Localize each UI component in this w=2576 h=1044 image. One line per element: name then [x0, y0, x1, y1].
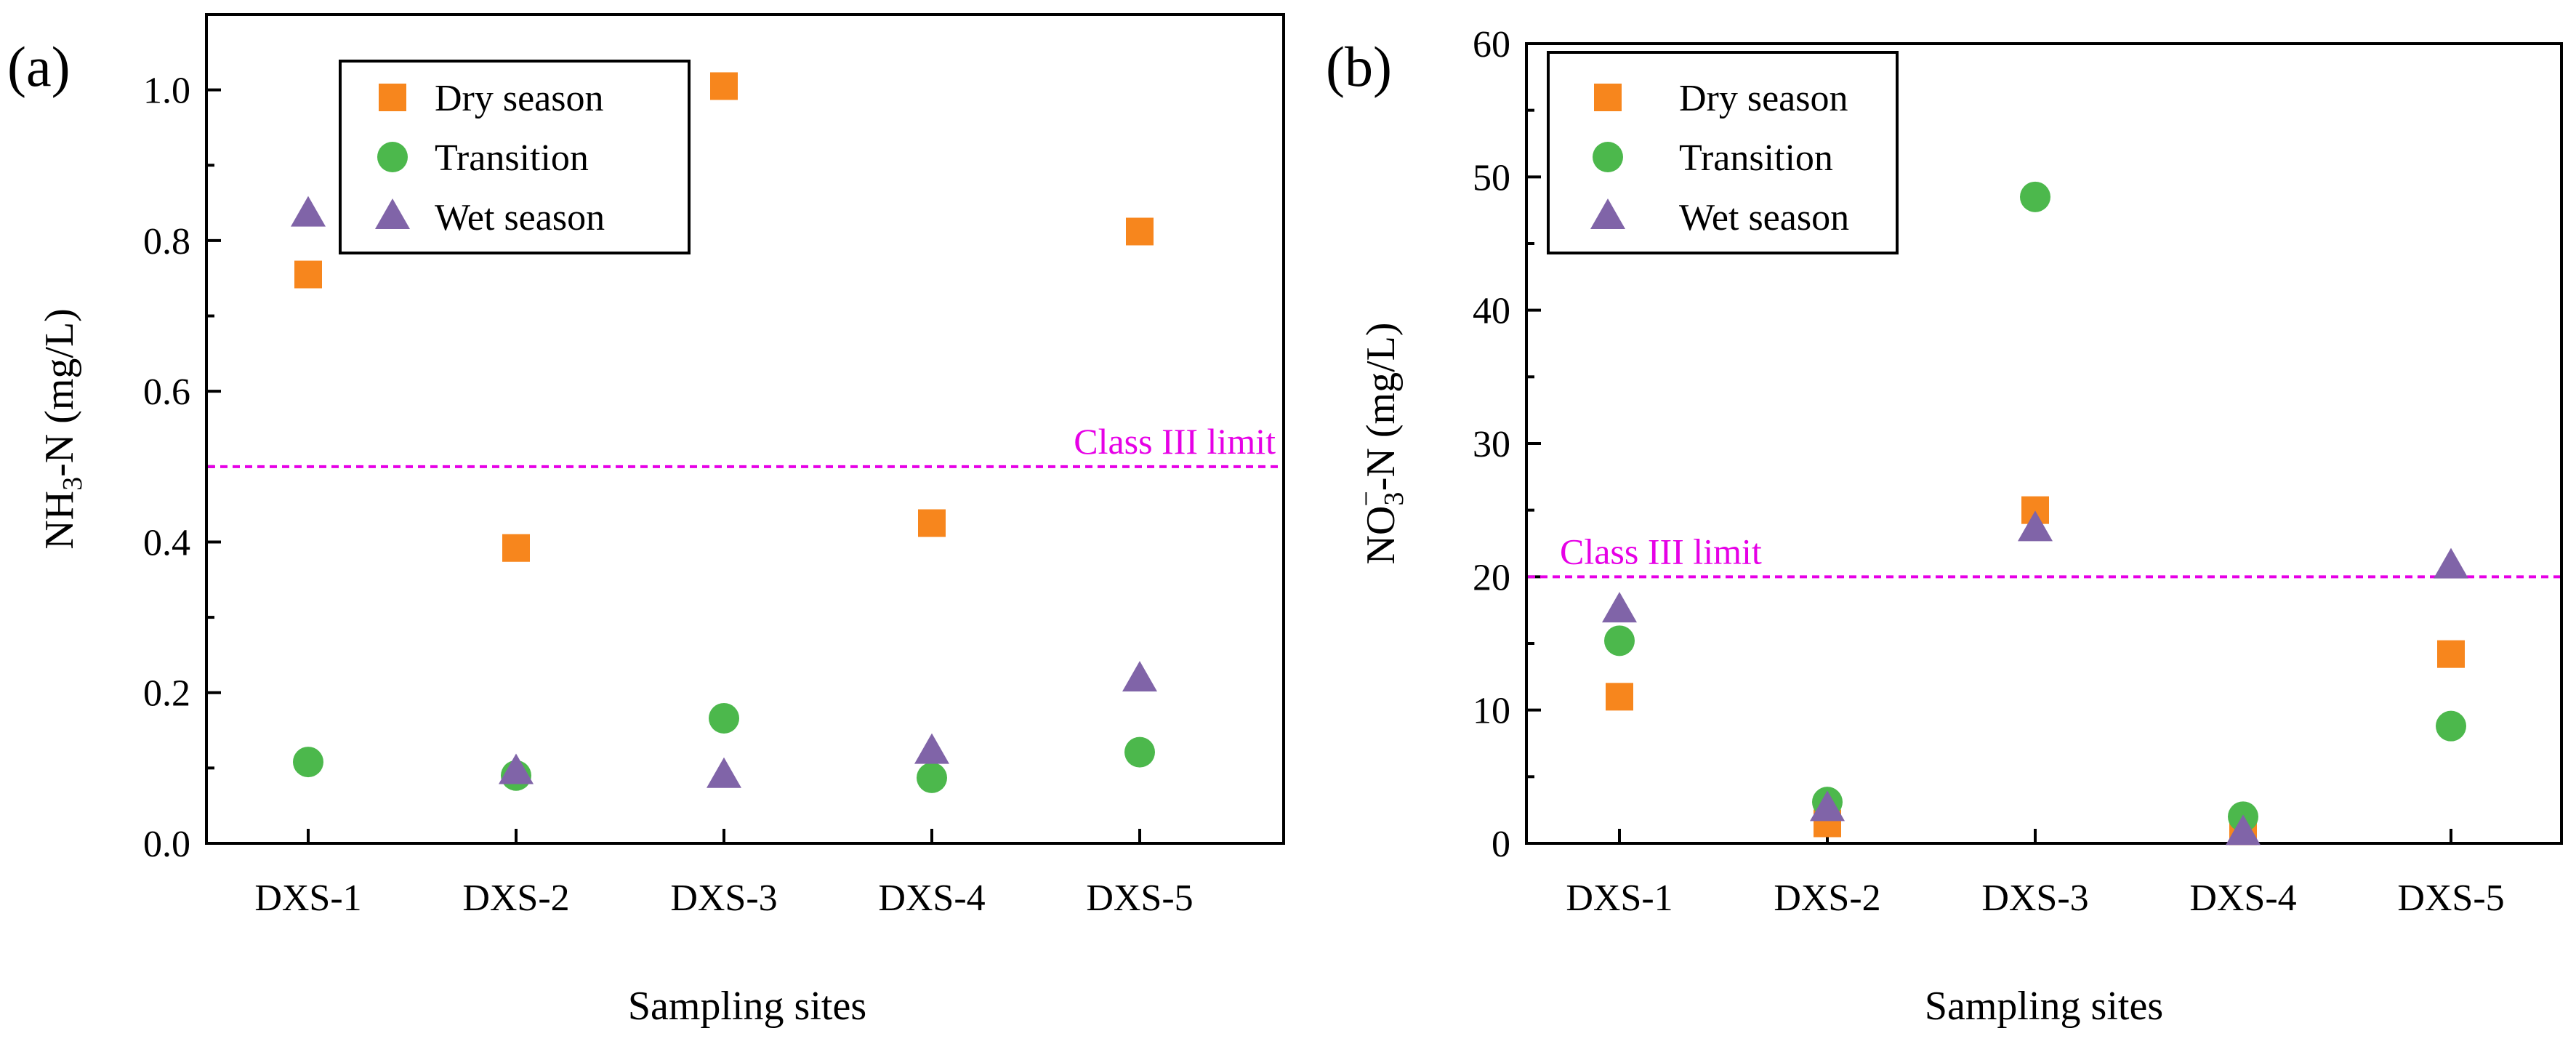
legend-dry-marker: [379, 84, 406, 111]
y-tick-label: 50: [1473, 157, 1510, 198]
panel-b-legend: Dry season Transition Wet season: [1547, 51, 1899, 254]
dry-season-point-dxs-1: [294, 260, 322, 289]
wet-season-point-dxs-3: [707, 757, 741, 788]
legend-transition-label: Transition: [435, 137, 589, 179]
y-tick-label: 1.0: [143, 71, 190, 112]
y-tick-label: 0.6: [143, 372, 190, 413]
dry-season-point-dxs-5: [2437, 640, 2465, 668]
dry-season-point-dxs-1: [1606, 683, 1633, 711]
panel-a-legend: Dry season Transition Wet season: [339, 60, 691, 254]
transition-season-point-dxs-4: [917, 762, 947, 793]
x-tick-label: DXS-5: [1086, 878, 1193, 919]
wet-season-point-dxs-1: [291, 196, 326, 227]
y-tick-label: 30: [1473, 424, 1510, 465]
panel-a-data-points: [291, 72, 1157, 793]
dry-season-point-dxs-5: [1126, 217, 1154, 246]
y-tick-label: 20: [1473, 557, 1510, 598]
x-tick-label: DXS-3: [670, 878, 777, 919]
y-tick-label: 0.2: [143, 673, 190, 715]
x-tick-label: DXS-1: [1566, 878, 1673, 919]
panel-a-legend-box: [339, 60, 691, 254]
y-tick-label: 40: [1473, 291, 1510, 332]
panel-a-y-axis: 0.0 0.2 0.4 0.6 0.8 1.0: [143, 13, 221, 865]
x-tick-label: DXS-4: [878, 878, 985, 919]
panel-b-label: (b): [1326, 35, 1392, 98]
x-tick-label: DXS-2: [1774, 878, 1880, 919]
legend-transition-label: Transition: [1679, 137, 1833, 179]
dry-season-point-dxs-3: [710, 72, 738, 100]
dry-season-point-dxs-4: [918, 509, 946, 537]
legend-dry-label: Dry season: [435, 78, 604, 119]
panel-a-y-axis-title: NH3-N (mg/L): [37, 308, 88, 550]
panel-a-class-iii-limit-label: Class III limit: [1074, 421, 1276, 462]
y-tick-label: 10: [1473, 691, 1510, 732]
legend-dry-marker: [1594, 84, 1622, 111]
panel-b-x-axis: DXS-1 DXS-2 DXS-3 DXS-4 DXS-5: [1566, 829, 2505, 919]
panel-a-label: (a): [7, 35, 71, 98]
panel-a-plot-frame: [205, 13, 1285, 845]
transition-season-point-dxs-3: [2020, 181, 2050, 212]
x-tick-label: DXS-4: [2189, 878, 2296, 919]
panel-a-chart: (a) 0.00.20.40.60.81.0 DXS-1 DXS-2 DXS-3 DX…: [7, 13, 1285, 1029]
y-tick-label: 0.0: [143, 824, 190, 865]
x-tick-label: DXS-3: [1981, 878, 2088, 919]
legend-wet-marker: [375, 198, 410, 229]
wet-season-point-dxs-2: [1810, 790, 1845, 822]
panel-b-class-iii-limit-label: Class III limit: [1560, 531, 1762, 571]
x-tick-label: DXS-2: [462, 878, 569, 919]
transition-season-point-dxs-5: [1124, 736, 1155, 768]
wet-season-point-dxs-3: [2018, 510, 2053, 542]
panel-b-x-axis-title: Sampling sites: [1925, 984, 2163, 1029]
x-tick-label: DXS-1: [254, 878, 361, 919]
transition-season-point-dxs-1: [293, 747, 323, 778]
panel-a-x-axis-title: Sampling sites: [628, 984, 866, 1029]
wet-season-point-dxs-4: [2226, 814, 2261, 846]
wet-season-point-dxs-1: [1602, 592, 1637, 623]
dry-season-point-dxs-2: [502, 534, 530, 562]
transition-season-point-dxs-1: [1604, 625, 1635, 656]
panel-b-y-axis-title: NO3−-N (mg/L): [1351, 322, 1409, 564]
transition-season-point-dxs-3: [709, 702, 739, 734]
legend-wet-label: Wet season: [1679, 197, 1849, 238]
legend-transition-marker: [1593, 142, 1623, 172]
wet-season-point-dxs-5: [1122, 661, 1157, 692]
wet-season-point-dxs-4: [914, 733, 949, 764]
x-tick-label: DXS-5: [2397, 878, 2504, 919]
wet-season-point-dxs-2: [499, 753, 534, 784]
panel-b-y-axis: 0 10 20 30 40 50 60: [1473, 24, 1541, 865]
y-tick-label: 0.4: [143, 522, 190, 563]
y-tick-label: 60: [1473, 24, 1510, 65]
legend-transition-marker: [377, 142, 408, 172]
panel-a-x-axis: DXS-1 DXS-2 DXS-3 DXS-4 DXS-5: [254, 829, 1194, 919]
y-tick-label: 0: [1492, 824, 1510, 865]
y-tick-label: 0.8: [143, 221, 190, 262]
legend-wet-label: Wet season: [435, 197, 605, 238]
wet-season-point-dxs-5: [2434, 547, 2468, 579]
panel-b-legend-box: [1547, 51, 1899, 254]
transition-season-point-dxs-5: [2436, 710, 2466, 742]
legend-wet-marker: [1590, 198, 1625, 229]
legend-dry-label: Dry season: [1679, 78, 1848, 119]
panel-b-data-points: [1602, 181, 2468, 846]
